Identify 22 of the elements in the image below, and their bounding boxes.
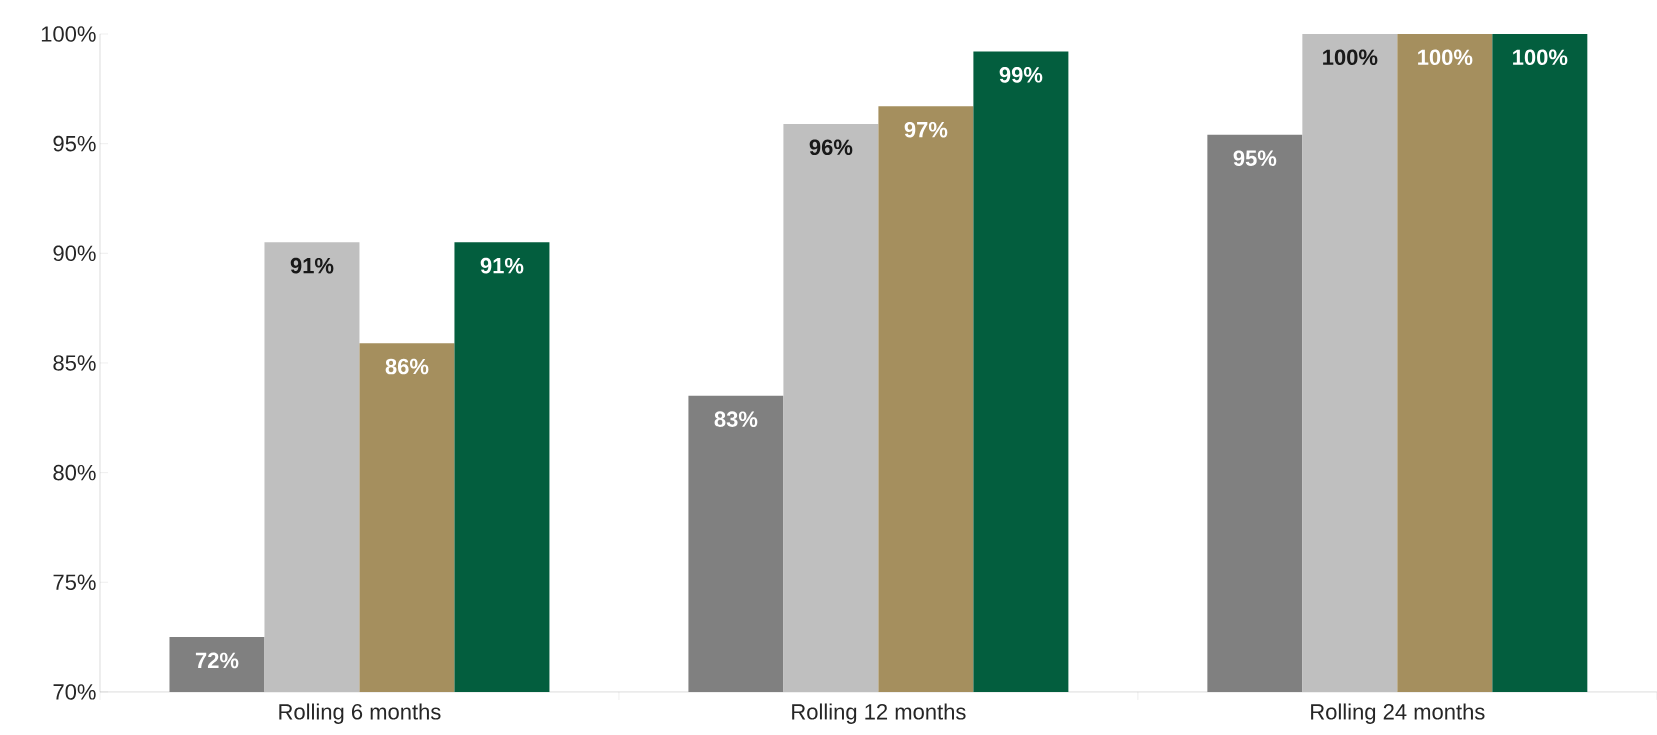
x-tick-label: Rolling 6 months — [279, 703, 441, 724]
data-label: 86% — [385, 358, 429, 375]
y-tick-label: 90% — [53, 245, 96, 262]
data-label: 91% — [480, 257, 524, 274]
data-label: 100% — [1323, 49, 1378, 66]
data-label: 97% — [904, 121, 948, 138]
x-tick-label: Rolling 12 months — [792, 703, 966, 724]
data-label: 95% — [1233, 150, 1277, 166]
data-label: 99% — [999, 67, 1043, 83]
y-tick-label: 70% — [53, 684, 96, 700]
data-label: 100% — [1513, 49, 1568, 66]
data-label: 96% — [809, 139, 853, 156]
y-tick-label: 75% — [53, 574, 96, 591]
y-tick-label: 95% — [53, 135, 96, 152]
y-tick-label: 100% — [41, 26, 96, 42]
data-label: 100% — [1418, 49, 1473, 66]
data-label: 83% — [714, 411, 758, 428]
data-label: 91% — [290, 257, 334, 274]
y-tick-label: 85% — [53, 355, 96, 371]
y-tick-label: 80% — [53, 464, 96, 481]
data-label: 72% — [195, 652, 239, 669]
x-tick-label: Rolling 24 months — [1311, 703, 1485, 724]
